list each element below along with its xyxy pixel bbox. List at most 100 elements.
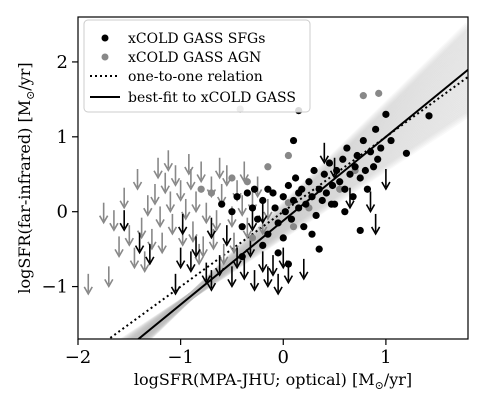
- agn-point: [264, 163, 272, 171]
- band-line: [129, 81, 468, 339]
- plot-frame: [77, 16, 469, 340]
- sfg-point: [248, 204, 257, 212]
- agn-upper-limit: [157, 232, 167, 255]
- band-line: [135, 58, 468, 339]
- x-tick-label: 1: [380, 347, 391, 368]
- sfg-point: [238, 223, 246, 231]
- sfg-upper-limit: [239, 258, 249, 281]
- agn-upper-limit: [83, 273, 93, 296]
- sfg-point: [366, 148, 375, 156]
- sfg-upper-limit: [227, 266, 237, 288]
- sfg-point: [274, 219, 282, 227]
- legend-marker-agn: [101, 53, 109, 61]
- sfg-point: [372, 125, 380, 133]
- sfg-point: [310, 166, 318, 175]
- agn-point: [359, 92, 367, 100]
- band-line: [135, 54, 468, 339]
- sfg-upper-limit: [119, 210, 129, 232]
- agn-upper-limit: [119, 187, 129, 210]
- x-tick-label: −2: [65, 347, 92, 368]
- sfg-upper-limit: [201, 262, 211, 285]
- sfg-point: [271, 204, 279, 212]
- agn-point: [228, 174, 236, 182]
- band-line: [141, 24, 468, 339]
- band-line: [119, 111, 468, 339]
- sfg-point: [250, 185, 259, 193]
- sfg-point: [336, 178, 344, 186]
- sfg-point: [356, 226, 364, 235]
- relation-lines: [107, 68, 468, 339]
- sfg-point: [312, 211, 320, 220]
- sfg-point: [295, 189, 303, 197]
- agn-upper-limit: [214, 157, 225, 180]
- band-line: [129, 79, 468, 339]
- sfg-point: [289, 196, 298, 205]
- sfg-point: [287, 215, 296, 223]
- band-line: [127, 87, 468, 339]
- sfg-upper-limit: [191, 236, 201, 259]
- sfg-point: [320, 170, 328, 178]
- sfg-point: [238, 253, 246, 261]
- legend-label-one-to-one: one-to-one relation: [128, 69, 263, 85]
- plot-area: [83, 22, 468, 339]
- band-line: [141, 26, 468, 339]
- agn-point: [289, 223, 298, 231]
- agn-upper-limit: [184, 154, 194, 176]
- sfg-point: [254, 215, 262, 223]
- y-axis-ticks: −1 0 1 2: [41, 52, 78, 298]
- agn-upper-limit: [124, 225, 135, 247]
- band-line: [141, 28, 468, 339]
- legend-marker-sfg: [101, 34, 109, 42]
- sfg-point: [259, 196, 267, 205]
- sfg-point: [339, 155, 347, 163]
- agn-upper-limit: [175, 180, 186, 202]
- band-line: [126, 91, 468, 339]
- sfg-upper-limit: [365, 191, 376, 214]
- sfg-upper-limit: [249, 270, 260, 292]
- band-line: [124, 97, 468, 339]
- agn-upper-limit: [143, 195, 153, 217]
- sfg-point: [359, 136, 367, 145]
- agn-point: [197, 185, 205, 193]
- band-line: [136, 50, 468, 339]
- sfg-point: [269, 189, 277, 197]
- sfg-upper-limit: [299, 258, 309, 281]
- sfg-point: [333, 166, 341, 175]
- sfg-upper-limit: [186, 251, 196, 273]
- sfg-point: [318, 196, 326, 205]
- agn-upper-limit: [237, 195, 247, 217]
- sfg-point: [402, 149, 411, 157]
- band-line: [138, 44, 468, 339]
- sfg-point: [281, 208, 289, 216]
- y-axis-label: logSFR(far-infrared) [M⊙/yr]: [15, 62, 37, 293]
- agn-upper-limit: [242, 217, 253, 240]
- agn-upper-limit: [201, 202, 211, 225]
- band-line: [128, 83, 468, 339]
- sfg-point: [305, 178, 313, 186]
- agn-upper-limit: [198, 236, 208, 259]
- band-line: [130, 75, 468, 339]
- agn-upper-limit: [163, 150, 174, 172]
- legend-box: [83, 19, 311, 113]
- sfg-point: [284, 181, 292, 190]
- agn-upper-limit: [109, 210, 119, 232]
- band-line: [135, 56, 468, 339]
- one-to-one-line: [107, 76, 468, 339]
- sfg-upper-limit: [258, 251, 268, 273]
- legend-item-agn: xCOLD GASS AGN: [101, 50, 261, 66]
- sfg-upper-limit: [370, 213, 381, 236]
- sfg-point: [315, 245, 323, 253]
- agn-upper-limit: [167, 213, 178, 236]
- sfg-point: [274, 249, 282, 257]
- agn-point: [375, 89, 383, 97]
- legend-label-best-fit: best-fit to xCOLD GASS: [128, 90, 296, 106]
- agn-upper-limit: [196, 161, 206, 184]
- band-line: [119, 109, 468, 339]
- band-line: [124, 95, 468, 339]
- sfg-point: [228, 208, 236, 216]
- sfg-point: [279, 234, 287, 242]
- x-axis-ticks: −2 −1 0 1: [65, 339, 392, 368]
- data-points: [83, 89, 433, 296]
- agn-point: [207, 189, 216, 197]
- sfg-upper-limit: [381, 169, 391, 191]
